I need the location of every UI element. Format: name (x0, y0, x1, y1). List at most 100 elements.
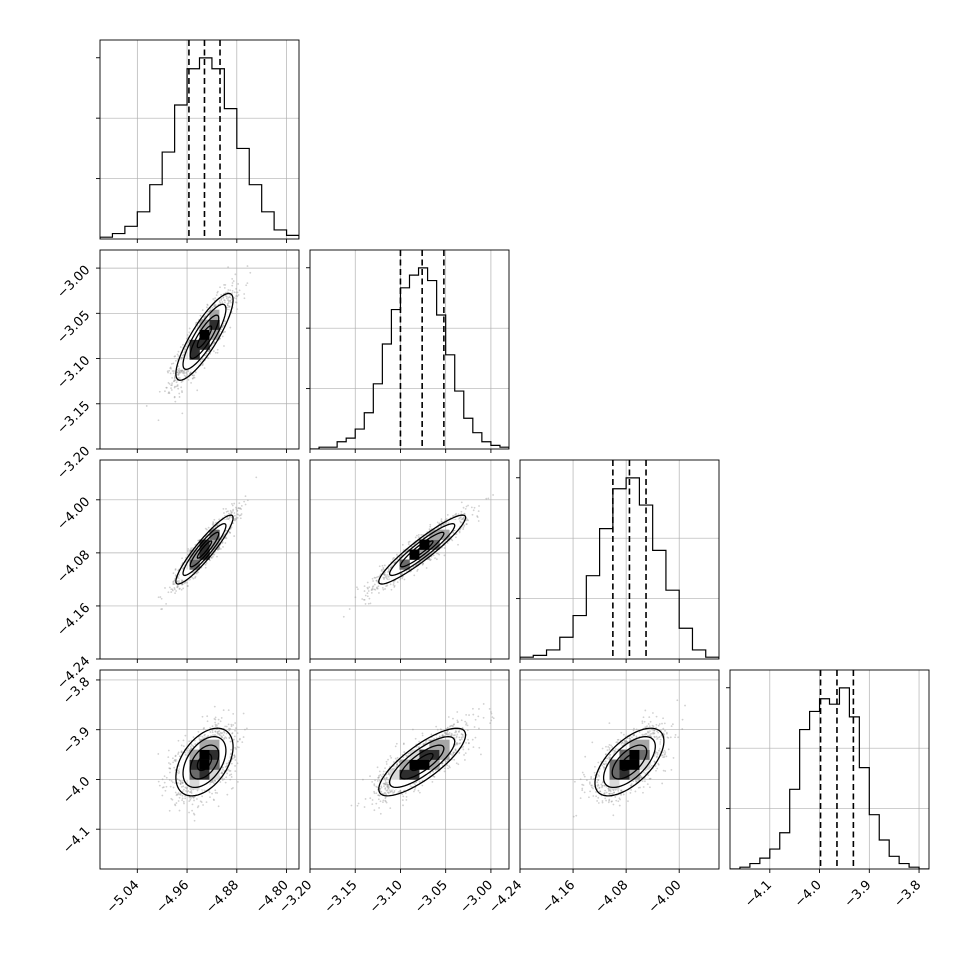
sample-point (652, 712, 654, 714)
contour-3-2-1 (611, 744, 648, 780)
sample-point (478, 505, 480, 507)
sample-point (464, 759, 466, 761)
sample-point (164, 789, 167, 792)
sample-point (455, 762, 458, 765)
sample-point (182, 785, 185, 788)
sample-point (217, 718, 220, 721)
sample-point (393, 767, 396, 770)
sample-point (219, 301, 221, 304)
sample-point (219, 720, 222, 723)
sample-point (225, 510, 228, 513)
sample-point (178, 377, 181, 379)
sample-point (371, 577, 374, 580)
sample-point (407, 752, 410, 755)
sample-point (385, 782, 388, 785)
sample-point (186, 585, 189, 587)
sample-point (671, 723, 674, 726)
sample-point (366, 586, 369, 589)
density-cell (209, 319, 220, 330)
sample-point (206, 720, 209, 723)
sample-point (416, 568, 419, 571)
sample-point (440, 525, 443, 527)
sample-point (584, 755, 587, 758)
sample-point (384, 779, 387, 782)
sample-point (608, 722, 611, 725)
sample-point (596, 781, 599, 784)
contour-1-0-2 (182, 303, 227, 371)
sample-point (652, 725, 655, 728)
sample-point (230, 748, 232, 751)
sample-point (457, 543, 459, 546)
sample-point (447, 522, 450, 524)
contour-2-1-3 (378, 514, 467, 585)
sample-point (402, 756, 405, 759)
sample-point (230, 776, 233, 778)
sample-point (657, 724, 660, 727)
sample-point (232, 724, 235, 726)
sample-point (625, 740, 628, 742)
sample-point (167, 392, 170, 395)
sample-point (456, 733, 459, 736)
sample-point (209, 727, 211, 729)
sample-point (170, 362, 173, 365)
sample-point (178, 755, 181, 758)
x-tick-label-3-2: −3.9 (842, 878, 875, 911)
sample-point (217, 805, 220, 808)
sample-point (663, 753, 666, 756)
sample-point (461, 734, 464, 736)
sample-point (171, 588, 174, 591)
sample-point (192, 377, 194, 380)
y-tick-label-1-0: −3.20 (55, 444, 94, 483)
sample-point (177, 753, 179, 755)
sample-point (236, 732, 239, 735)
sample-point (600, 783, 603, 786)
x-tick-label-0-1: −4.96 (154, 878, 193, 917)
sample-point (225, 297, 228, 300)
sample-point (181, 357, 183, 360)
sample-point (452, 515, 454, 517)
sample-point (396, 756, 399, 759)
sample-point (658, 723, 661, 725)
sample-point (400, 573, 402, 576)
sample-point (461, 518, 464, 521)
sample-point (454, 730, 457, 732)
sample-point (601, 747, 604, 750)
sample-point (452, 531, 455, 533)
sample-point (647, 734, 649, 737)
density-cell (429, 539, 440, 550)
sample-point (223, 778, 226, 781)
sample-point (648, 725, 651, 728)
sample-point (246, 282, 249, 285)
sample-point (384, 588, 386, 590)
sample-point (460, 501, 463, 504)
sample-point (461, 733, 464, 736)
sample-point (611, 792, 614, 795)
scatter-panel-2-1 (309, 459, 510, 660)
sample-point (615, 799, 618, 802)
sample-point (214, 304, 217, 307)
sample-point (667, 748, 670, 751)
scatter-inner-3-1 (310, 670, 509, 869)
sample-point (174, 574, 177, 577)
sample-point (225, 737, 228, 739)
sample-point (647, 774, 650, 777)
sample-point (478, 746, 481, 749)
sample-point (441, 733, 444, 736)
sample-point (447, 733, 450, 735)
sample-point (421, 563, 424, 566)
contour-1-0-3 (175, 292, 234, 381)
y-tick-label-1-4: −3.00 (55, 263, 94, 302)
sample-point (644, 733, 647, 735)
sample-point (417, 533, 420, 536)
sample-point (440, 728, 443, 731)
sample-point (377, 575, 379, 578)
sample-point (383, 782, 386, 785)
sample-point (177, 772, 180, 775)
x-tick-label-3-3: −3.8 (891, 878, 924, 911)
sample-point (227, 768, 230, 771)
sample-point (189, 791, 192, 794)
sample-point (466, 724, 469, 727)
sample-point (167, 381, 170, 384)
sample-point (193, 374, 196, 377)
sample-point (432, 771, 435, 773)
